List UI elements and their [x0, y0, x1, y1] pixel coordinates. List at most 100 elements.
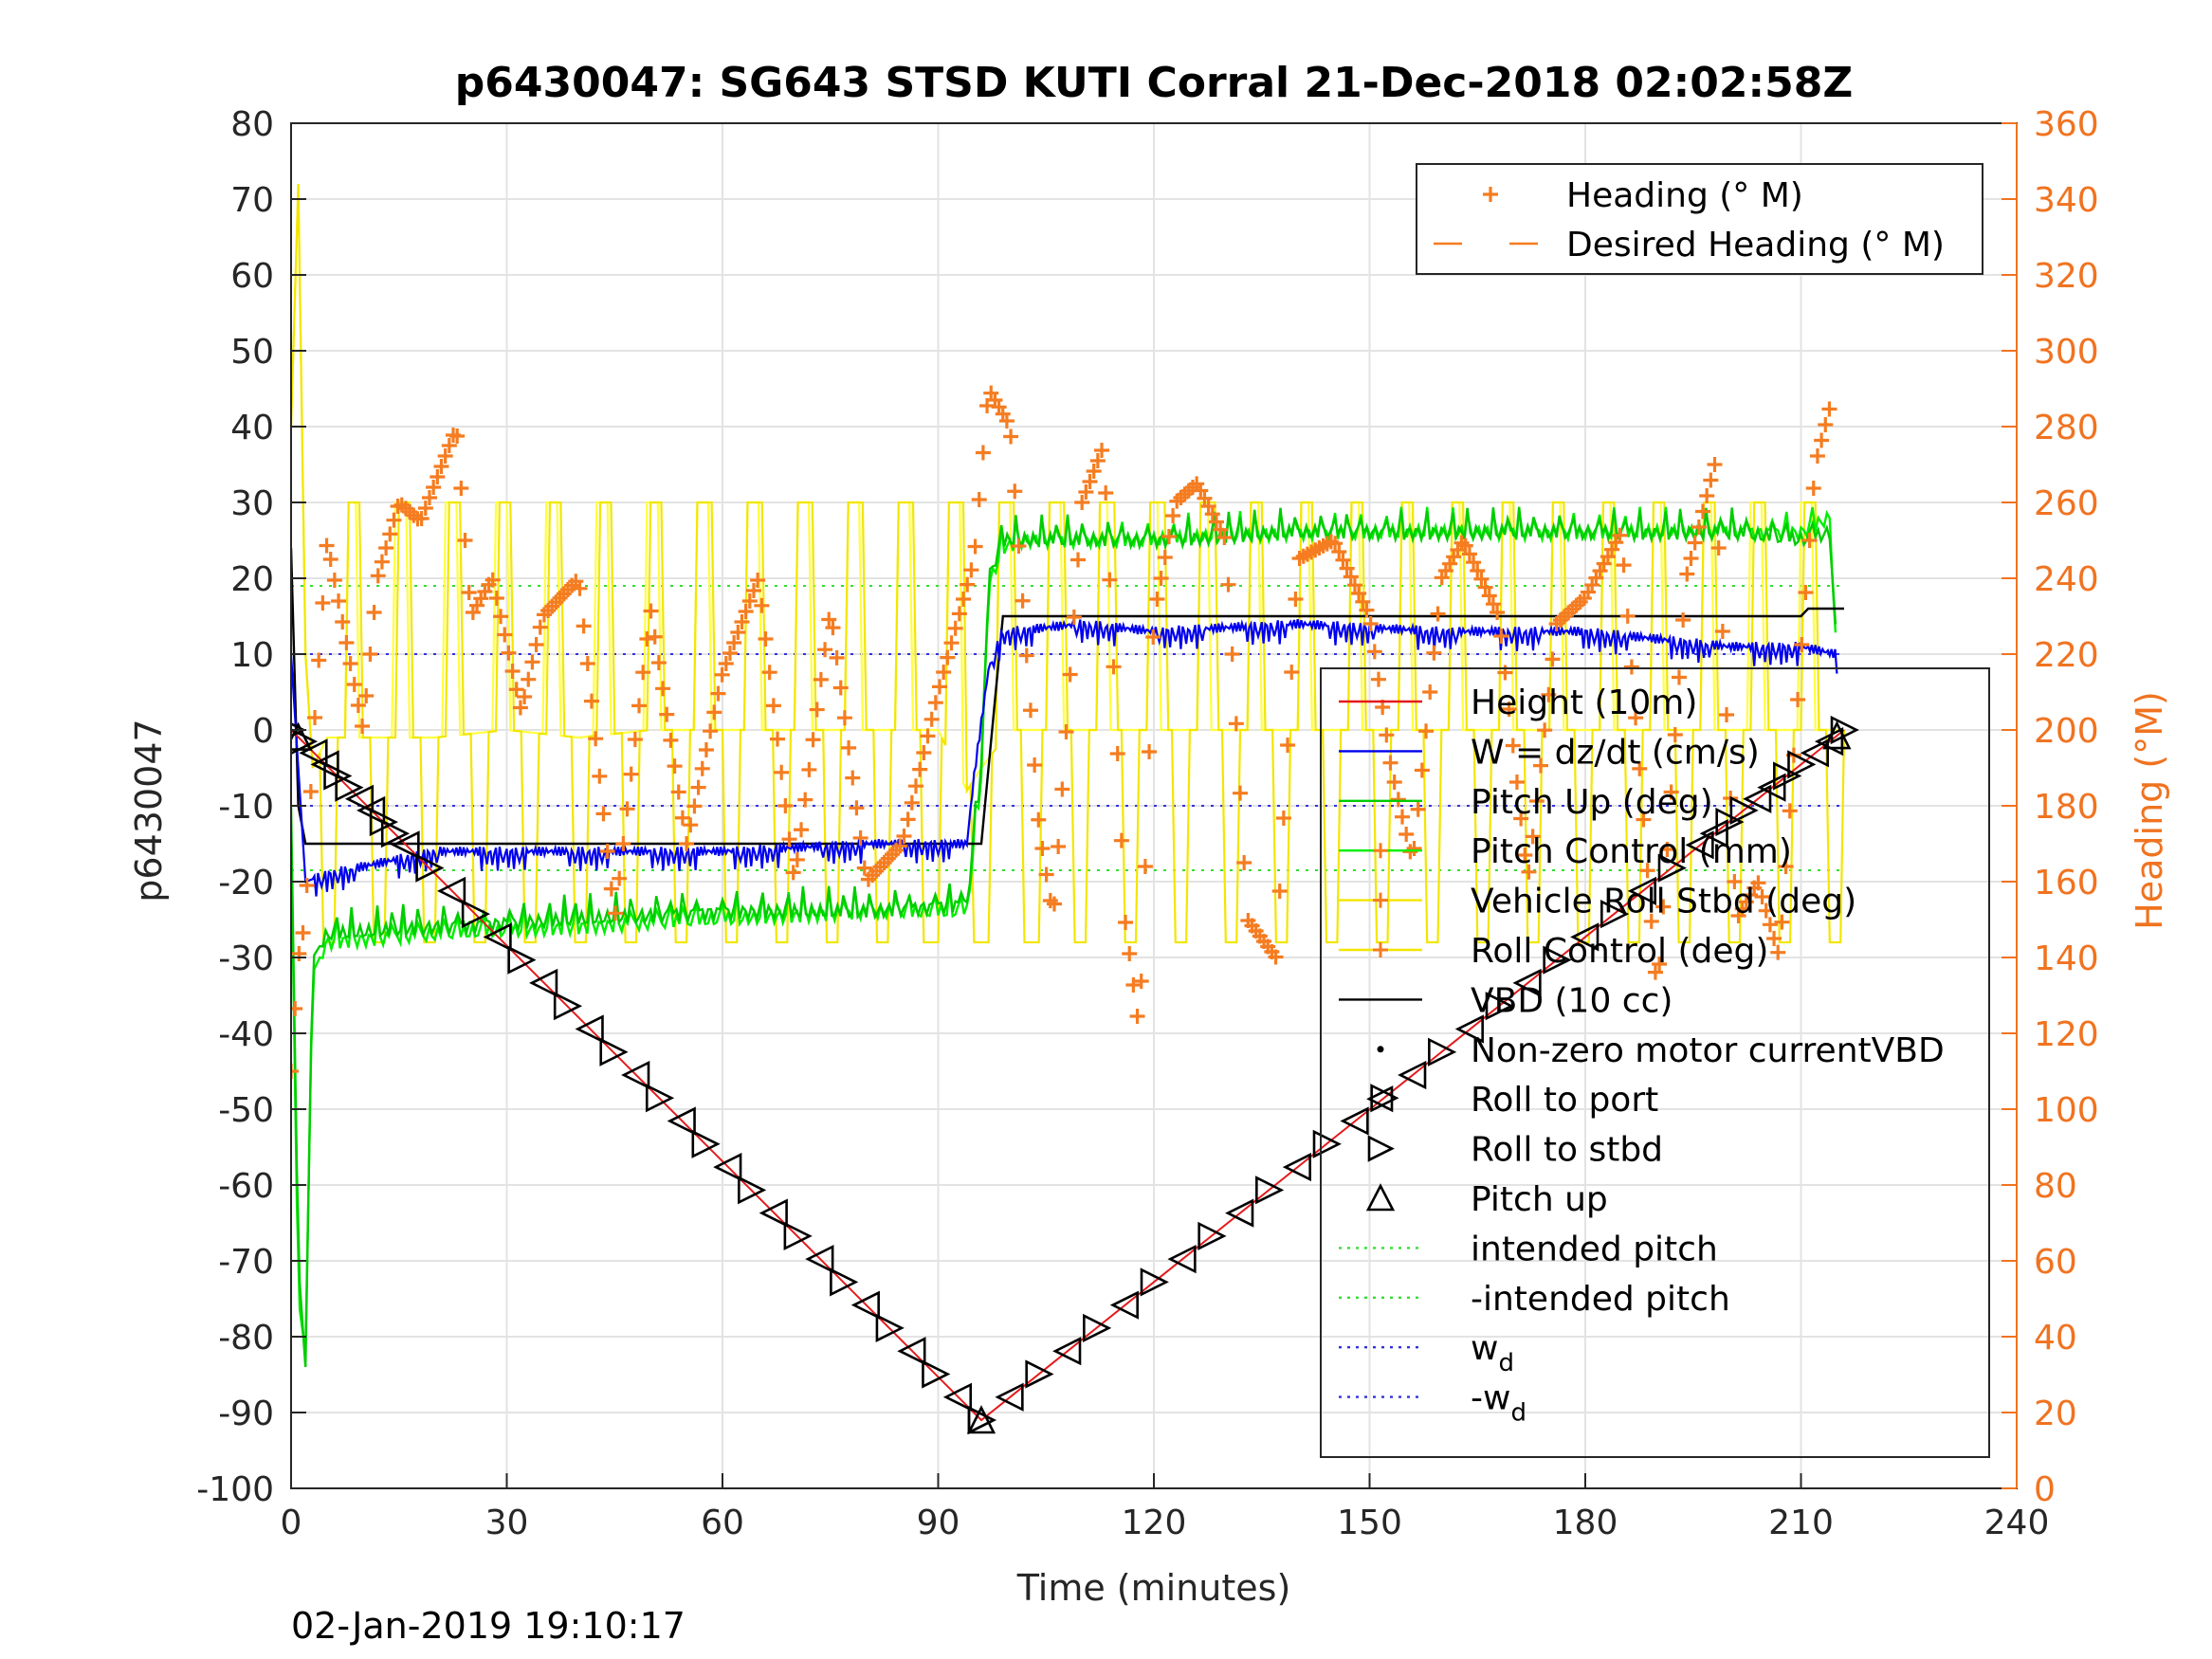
y-tick-label-left: -40	[218, 1015, 274, 1054]
legend-main-label: -intended pitch	[1471, 1280, 1730, 1319]
heading-point	[960, 576, 976, 592]
heading-point	[663, 732, 679, 748]
heading-point	[856, 860, 872, 876]
heading-point	[1331, 544, 1347, 559]
x-tick-label: 60	[701, 1504, 744, 1542]
heading-point	[1220, 576, 1236, 592]
heading-point	[1113, 832, 1129, 848]
heading-point	[1339, 560, 1355, 576]
heading-point	[817, 642, 833, 658]
heading-point	[1490, 605, 1506, 620]
legend-heading-label: Heading (° M)	[1566, 176, 1803, 215]
heading-point	[1165, 508, 1181, 523]
heading-point	[659, 706, 675, 722]
heading-point	[1395, 809, 1410, 825]
heading-point	[690, 779, 706, 795]
y-tick-label-right: 220	[2034, 636, 2099, 675]
heading-point	[765, 698, 781, 714]
roll-triangle	[995, 1382, 1024, 1412]
heading-point	[1098, 485, 1114, 501]
roll-triangle	[805, 1245, 834, 1274]
heading-point	[1691, 520, 1707, 535]
heading-point	[595, 806, 612, 822]
heading-point	[1074, 495, 1090, 510]
heading-point	[512, 700, 528, 716]
heading-point	[1022, 702, 1038, 719]
legend-triangle-sample	[1365, 1183, 1396, 1212]
y-tick-label-right: 180	[2034, 788, 2099, 827]
roll-triangle	[1167, 1245, 1197, 1274]
heading-point	[923, 711, 940, 727]
heading-point	[789, 851, 805, 867]
heading-point	[647, 629, 663, 645]
heading-point	[1015, 592, 1031, 609]
heading-point	[1766, 931, 1782, 946]
heading-point	[1109, 746, 1125, 761]
heading-point	[907, 778, 923, 794]
heading-point	[1418, 723, 1435, 739]
heading-point	[426, 480, 442, 495]
x-tick-label: 210	[1768, 1504, 1834, 1542]
heading-point	[1774, 914, 1790, 930]
heading-point	[1200, 499, 1216, 514]
heading-point	[366, 605, 382, 620]
pitch-up-triangle	[291, 721, 313, 751]
heading-point	[1382, 755, 1398, 771]
heading-point	[307, 710, 323, 725]
y-tick-label-left: 80	[230, 105, 274, 144]
roll-triangle	[667, 1106, 696, 1136]
heading-point	[943, 635, 960, 651]
heading-point	[1632, 760, 1648, 776]
heading-point	[1481, 588, 1497, 604]
heading-point	[1528, 793, 1545, 809]
roll-triangle	[850, 1290, 880, 1320]
heading-point	[1284, 665, 1300, 680]
heading-point	[421, 490, 437, 505]
heading-point	[335, 614, 351, 629]
heading-point	[916, 745, 932, 760]
roll-triangle	[461, 900, 491, 929]
heading-point	[1161, 529, 1177, 544]
heading-point	[1208, 514, 1224, 530]
heading-point	[346, 677, 362, 692]
heading-point	[1647, 964, 1663, 980]
heading-point	[1007, 483, 1023, 500]
heading-point	[951, 606, 967, 622]
heading-point	[1410, 801, 1426, 817]
heading-point	[1818, 417, 1834, 432]
heading-point	[1710, 540, 1727, 556]
heading-point	[299, 878, 315, 893]
heading-point	[583, 693, 599, 709]
heading-point	[295, 925, 311, 940]
heading-point	[588, 731, 604, 747]
heading-point	[1430, 606, 1446, 622]
heading-point	[461, 585, 477, 600]
heading-point	[1011, 538, 1027, 554]
roll-triangle	[830, 1267, 859, 1297]
legend-main-label: Roll to port	[1471, 1081, 1658, 1120]
heading-point	[710, 685, 726, 702]
heading-point	[1639, 863, 1655, 879]
y-tick-label-left: 30	[230, 484, 274, 523]
y-tick-label-left: 10	[230, 636, 274, 675]
heading-point	[1537, 722, 1553, 738]
heading-point	[1426, 645, 1442, 661]
heading-point	[1224, 647, 1240, 662]
heading-point	[1086, 464, 1102, 479]
roll-triangle	[575, 1014, 604, 1044]
heading-point	[809, 702, 825, 718]
heading-point	[849, 800, 865, 816]
heading-point	[674, 810, 690, 826]
heading-point	[1102, 572, 1118, 588]
heading-point	[1193, 483, 1209, 499]
heading-point	[532, 619, 548, 635]
heading-point	[1643, 913, 1659, 929]
y-tick-label-right: 20	[2034, 1395, 2077, 1433]
y-tick-label-right: 140	[2034, 939, 2099, 978]
heading-point	[967, 538, 983, 555]
heading-point	[1233, 785, 1248, 801]
heading-point	[781, 831, 797, 848]
heading-point	[524, 654, 540, 670]
heading-point	[1683, 551, 1699, 566]
